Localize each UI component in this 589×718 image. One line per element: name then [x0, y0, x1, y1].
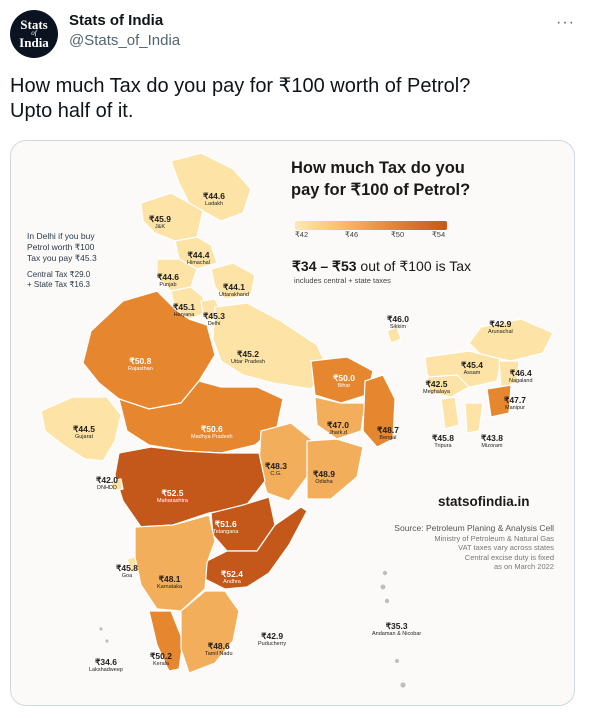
map-region-uttar-pradesh [212, 302, 328, 390]
island-marker [99, 627, 103, 631]
tweet-header: Stats of India Stats of India @Stats_of_… [10, 8, 579, 58]
infographic-title: How much Tax do you pay for ₹100 of Petr… [291, 159, 471, 199]
brand-url: statsofindia.in [438, 494, 530, 509]
map-region-uttarakhand [210, 262, 256, 300]
map-region-odisha [306, 438, 364, 500]
map-region-mizoram [464, 402, 484, 434]
scale-tick: ₹54 [432, 230, 446, 239]
map-region-rajasthan [82, 290, 216, 410]
scale-tick: ₹46 [345, 230, 359, 239]
state-label: ₹45.4 Assam [461, 360, 483, 376]
map-region-bengal [362, 374, 396, 448]
state-label: ₹42.5 Meghalaya [423, 379, 450, 395]
state-label: ₹34.6 Lakshadweep [89, 657, 123, 673]
island-marker [400, 682, 406, 688]
account-handle[interactable]: @Stats_of_India [69, 32, 181, 49]
state-label: ₹42.9 Puducherry [258, 631, 287, 647]
state-label: ₹50.0 Bihar [333, 373, 355, 389]
island-marker [382, 570, 388, 576]
state-label: ₹48.1 Karnataka [157, 574, 183, 590]
map-region-jharkhand [314, 396, 366, 440]
tax-range: ₹34 – ₹53 out of ₹100 is Tax [292, 258, 472, 274]
india-map [40, 152, 554, 688]
state-label: ₹42.9 Arunachal [488, 319, 513, 335]
state-label: ₹43.8 Mizoram [481, 433, 503, 449]
island-marker [384, 598, 390, 604]
state-label: ₹45.3 Delhi [203, 311, 225, 327]
state-label: ₹50.2 Kerala [150, 651, 172, 667]
island-marker [395, 659, 399, 663]
map-region-karnataka [134, 514, 216, 612]
map-region-gujarat [40, 396, 122, 462]
state-label: ₹35.3 Andaman & Nicobar [372, 621, 422, 637]
state-label: ₹42.0 DNHDD [96, 475, 118, 491]
island-markers [99, 570, 406, 688]
state-label: ₹45.9 J&K [149, 214, 171, 230]
state-label: ₹45.1 Haryana [173, 302, 195, 318]
state-label: ₹52.5 Maharashtra [157, 488, 188, 504]
account-name[interactable]: Stats of India [69, 12, 164, 29]
state-label: ₹50.8 Rajasthan [128, 356, 153, 372]
state-label: ₹48.7 Bengal [377, 425, 399, 441]
state-label: ₹44.5 Gujarat [73, 424, 95, 440]
tax-range-note: includes central + state taxes [294, 276, 391, 285]
scale-tick: ₹42 [295, 230, 309, 239]
avatar[interactable]: Stats of India [10, 10, 58, 58]
tweet-line-1: How much Tax do you pay for ₹100 worth o… [10, 75, 471, 97]
state-label: ₹47.7 Manipur [504, 395, 526, 411]
island-marker [380, 584, 386, 590]
map-region-tamil-nadu [180, 590, 240, 674]
state-label: ₹44.4 Himachal [187, 250, 210, 266]
map-region-tripura [440, 396, 460, 430]
state-label: ₹52.4 Andhra [221, 569, 243, 585]
map-region-kerala [148, 610, 184, 672]
state-label: ₹51.6 Telangana [213, 519, 239, 535]
map-region-manipur [486, 384, 512, 418]
scale-tick: ₹50 [391, 230, 405, 239]
color-scale [295, 221, 447, 230]
state-label: ₹46.4 Nagaland [509, 368, 533, 384]
tweet-line-2: Upto half of it. [10, 100, 134, 122]
state-label: ₹45.8 Tripura [432, 433, 454, 449]
state-label: ₹48.9 Odisha [313, 469, 335, 485]
state-label: ₹45.2 Uttar Pradesh [231, 349, 265, 365]
more-options-icon[interactable]: ··· [556, 14, 575, 31]
source-note: Source: Petroleum Planing & Analysis Cel… [394, 523, 554, 571]
state-label: ₹46.0 Sikkim [387, 314, 409, 330]
tweet-text: How much Tax do you pay for ₹100 worth o… [10, 74, 579, 124]
map-region-nagaland [498, 360, 520, 388]
map-region-sikkim [386, 326, 402, 344]
delhi-note: In Delhi if you buy Petrol worth ₹100 Ta… [27, 231, 97, 289]
map-region-madhya-pradesh [118, 380, 284, 454]
state-label: ₹44.6 Punjab [157, 272, 179, 288]
map-region-meghalaya [426, 374, 470, 398]
map-region-dnhdd [110, 478, 124, 492]
state-label: ₹50.6 Madhya Pradesh [191, 424, 233, 440]
state-label: ₹44.6 Ladakh [203, 191, 225, 207]
state-label: ₹48.6 Tamil Nadu [205, 641, 233, 657]
island-marker [105, 639, 109, 643]
state-label: ₹45.8 Goa [116, 563, 138, 579]
tweet-media[interactable]: How much Tax do you pay for ₹100 of Petr… [10, 140, 575, 706]
state-label: ₹48.3 C.G. [265, 461, 287, 477]
state-label: ₹47.0 Jhark.d [327, 420, 349, 436]
map-region-arunachal [468, 318, 554, 362]
state-label: ₹44.1 Uttarakhand [219, 282, 249, 298]
